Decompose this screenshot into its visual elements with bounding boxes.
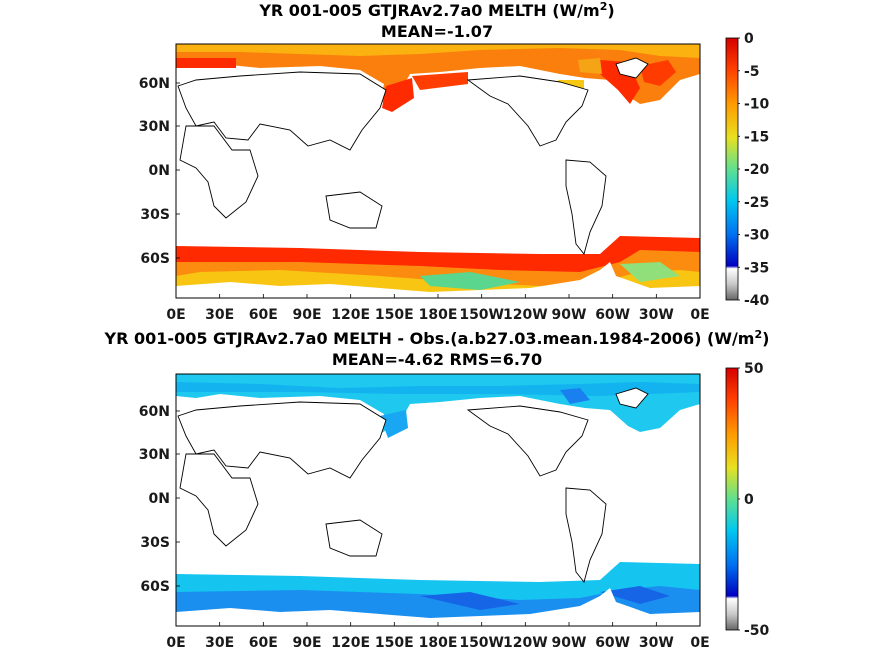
x-tick-label: 150W	[459, 307, 504, 323]
x-tick-label: 30W	[639, 635, 674, 651]
colorbar-tick-label: -15	[744, 129, 769, 145]
x-tick-label: 90W	[552, 307, 587, 323]
y-tick-label: 60N	[139, 404, 170, 420]
x-tick-label: 120E	[331, 307, 370, 323]
panel-1-y-axis: 60N 30N 0N 30S 60S	[139, 76, 180, 267]
x-tick-label: 0E	[690, 635, 709, 651]
colorbar-tick-label: 0	[744, 492, 754, 508]
y-tick-label: 60N	[139, 76, 170, 92]
x-tick-label: 180E	[419, 635, 458, 651]
x-tick-label: 60E	[249, 307, 278, 323]
x-tick-label: 120W	[503, 635, 548, 651]
x-tick-label: 60W	[595, 635, 630, 651]
x-tick-label: 30E	[205, 307, 234, 323]
x-tick-label: 90W	[552, 635, 587, 651]
x-tick-label: 90E	[292, 635, 321, 651]
panel-2-colorbar: 50 0 -50	[725, 361, 770, 639]
x-tick-label: 90E	[292, 307, 321, 323]
y-tick-label: 30S	[140, 207, 170, 223]
x-tick-label: 30E	[205, 635, 234, 651]
panel-2: YR 001-005 GTJRAv2.7a0 MELTH - Obs.(a.b2…	[104, 328, 770, 651]
colorbar-tick-label: 0	[744, 31, 754, 47]
x-tick-label: 180E	[419, 307, 458, 323]
y-tick-label: 60S	[140, 251, 170, 267]
colorbar-tick-label: -30	[744, 228, 770, 244]
y-tick-label: 30S	[140, 535, 170, 551]
panel-1: YR 001-005 GTJRAv2.7a0 MELTH (W/m2) MEAN…	[139, 0, 770, 323]
panel-1-map	[175, 43, 701, 299]
colorbar-tick-label: -10	[744, 97, 770, 113]
x-tick-label: 60W	[595, 307, 630, 323]
x-tick-label: 150W	[459, 635, 504, 651]
x-tick-label: 0E	[166, 635, 185, 651]
y-tick-label: 0N	[149, 163, 170, 179]
y-tick-label: 0N	[149, 491, 170, 507]
colorbar-tick-label: -40	[744, 293, 770, 309]
colorbar-tick-label: -20	[744, 162, 770, 178]
panel-1-subtitle: MEAN=-1.07	[381, 22, 493, 41]
x-tick-label: 0E	[690, 307, 709, 323]
x-tick-label: 30W	[639, 307, 674, 323]
x-tick-label: 0E	[166, 307, 185, 323]
colorbar-tick-label: 50	[744, 361, 764, 377]
x-tick-label: 60E	[249, 635, 278, 651]
x-tick-label: 120E	[331, 635, 370, 651]
x-tick-label: 150E	[375, 307, 414, 323]
y-tick-label: 30N	[139, 447, 170, 463]
colorbar-tick-label: -5	[744, 64, 760, 80]
x-tick-label: 150E	[375, 635, 414, 651]
y-tick-label: 30N	[139, 119, 170, 135]
panel-2-title: YR 001-005 GTJRAv2.7a0 MELTH - Obs.(a.b2…	[104, 328, 770, 348]
panel-1-title: YR 001-005 GTJRAv2.7a0 MELTH (W/m2)	[258, 0, 614, 20]
colorbar-tick-label: -35	[744, 260, 769, 276]
colorbar-tick-label: -25	[744, 195, 769, 211]
panel-1-colorbar: 0 -5 -10 -15 -20 -25 -30 -35 -40	[725, 31, 770, 309]
panel-2-y-axis: 60N 30N 0N 30S 60S	[139, 404, 180, 595]
y-tick-label: 60S	[140, 579, 170, 595]
colorbar-tick-label: -50	[744, 623, 770, 639]
panel-2-map	[175, 373, 701, 627]
panel-2-subtitle: MEAN=-4.62 RMS=6.70	[332, 350, 542, 369]
x-tick-label: 120W	[503, 307, 548, 323]
